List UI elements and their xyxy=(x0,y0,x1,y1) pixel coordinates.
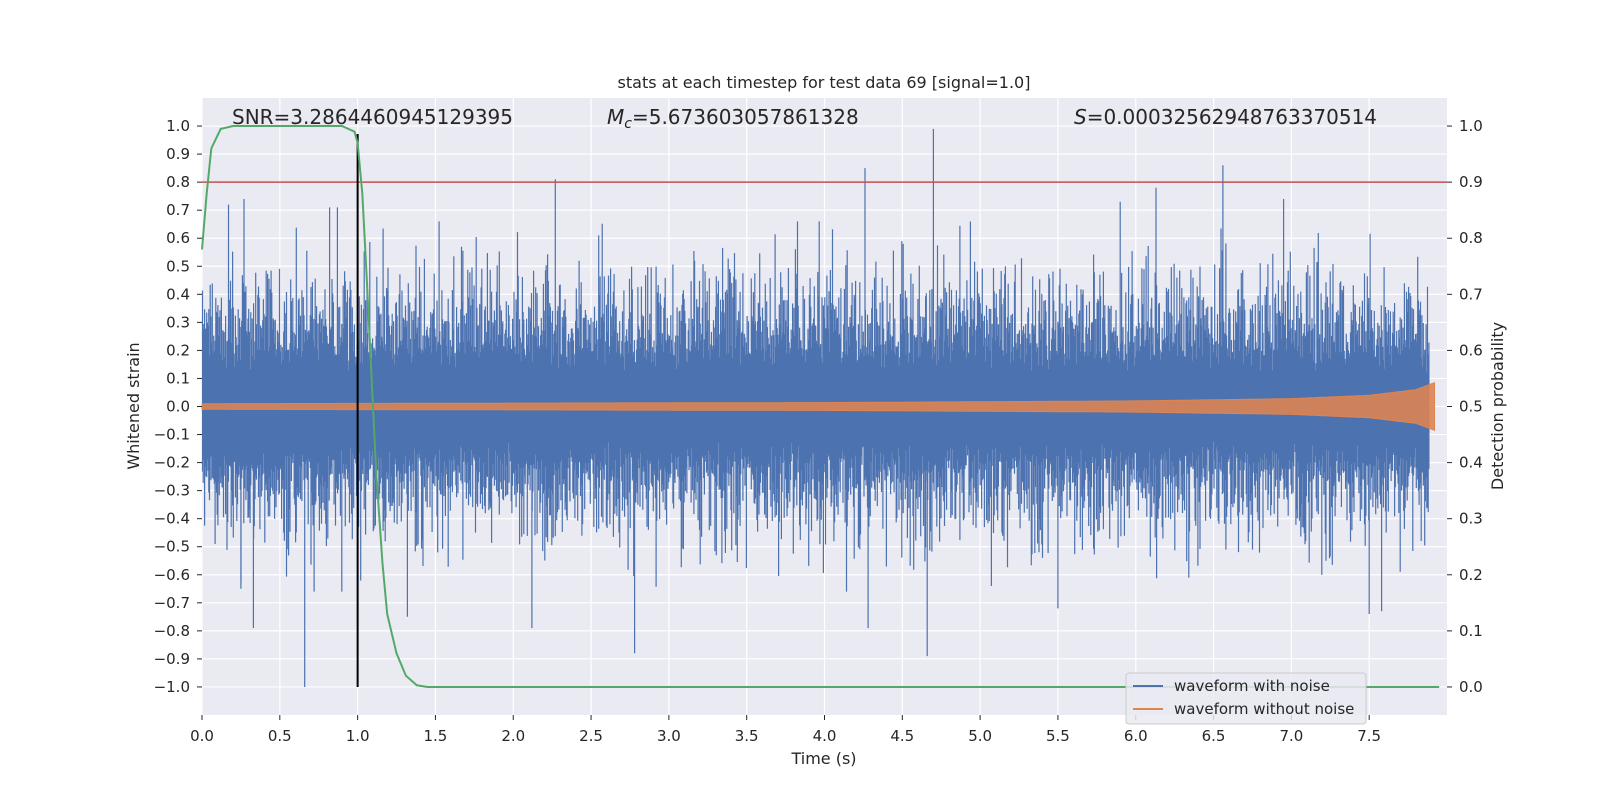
axes: 0.0 0.5 1.0 1.5 2.0 2.5 3.0 3.5 4.0 4.5 5.0 5.5 6.0 6… xyxy=(154,117,1483,745)
y-right-tick-label: 0.7 xyxy=(1459,285,1483,303)
x-tick-label: 1.5 xyxy=(424,727,448,745)
y-left-tick-label: 1.0 xyxy=(166,117,190,135)
snr-annotation: SNR=3.2864460945129395 xyxy=(232,105,513,129)
y-right-tick-label: 0.9 xyxy=(1459,173,1483,191)
s-symbol: S xyxy=(1074,105,1087,129)
s-annotation: S=0.00032562948763370514 xyxy=(1074,105,1377,129)
s-value: =0.00032562948763370514 xyxy=(1087,105,1377,129)
legend: waveform with noise waveform without noi… xyxy=(1125,672,1367,725)
y-left-tick-label: −0.3 xyxy=(154,482,190,500)
y-left-tick-label: −0.4 xyxy=(154,510,190,528)
legend-label-noise: waveform with noise xyxy=(1174,677,1330,695)
y-left-tick-label: −1.0 xyxy=(154,678,190,696)
y-right-tick-label: 0.4 xyxy=(1459,454,1483,472)
x-tick-label: 2.5 xyxy=(579,727,603,745)
y-left-tick-label: −0.6 xyxy=(154,566,190,584)
x-tick-label: 4.5 xyxy=(890,727,914,745)
data-layer xyxy=(201,125,1447,688)
y-left-tick-label: −0.2 xyxy=(154,454,190,472)
x-axis-title: Time (s) xyxy=(790,749,856,768)
mc-annotation: Mc=5.673603057861328 xyxy=(607,105,859,132)
mc-subscript: c xyxy=(624,116,632,132)
x-tick-label: 3.5 xyxy=(735,727,759,745)
y-left-tick-label: 0.8 xyxy=(166,173,190,191)
y-left-tick-label: 0.4 xyxy=(166,285,190,303)
y-left-tick-label: −0.8 xyxy=(154,622,190,640)
y-left-tick-label: 0.3 xyxy=(166,313,190,331)
x-tick-label: 7.0 xyxy=(1279,727,1303,745)
y-right-tick-label: 0.8 xyxy=(1459,229,1483,247)
legend-label-clean: waveform without noise xyxy=(1174,700,1354,718)
y-left-tick-label: 0.9 xyxy=(166,145,190,163)
y-axis-title-right: Detection probability xyxy=(1488,322,1507,490)
y-left-tick-label: 0.1 xyxy=(166,369,190,387)
detection-probability-line xyxy=(201,125,1440,688)
y-right-tick-label: 0.1 xyxy=(1459,622,1483,640)
y-left-tick-label: −0.7 xyxy=(154,594,190,612)
y-left-tick-label: 0.0 xyxy=(166,398,190,416)
y-left-tick-label: −0.9 xyxy=(154,650,190,668)
y-left-tick-label: 0.5 xyxy=(166,257,190,275)
x-tick-label: 2.0 xyxy=(501,727,525,745)
mc-symbol: M xyxy=(607,105,624,129)
x-tick-label: 7.5 xyxy=(1357,727,1381,745)
y-left-tick-label: 0.2 xyxy=(166,341,190,359)
clean-waveform-line xyxy=(201,381,1435,432)
y-left-tick-label: 0.6 xyxy=(166,229,190,247)
x-tick-label: 3.0 xyxy=(657,727,681,745)
y-right-tick-label: 0.0 xyxy=(1459,678,1483,696)
x-tick-label: 0.5 xyxy=(268,727,292,745)
y-right-tick-label: 0.5 xyxy=(1459,398,1483,416)
y-right-tick-label: 0.3 xyxy=(1459,510,1483,528)
y-left-tick-label: −0.1 xyxy=(154,426,190,444)
y-right-tick-label: 0.2 xyxy=(1459,566,1483,584)
y-right-tick-label: 0.6 xyxy=(1459,341,1483,359)
annotations: SNR=3.2864460945129395 Mc=5.673603057861… xyxy=(232,105,1377,132)
mc-value: =5.673603057861328 xyxy=(632,105,859,129)
x-tick-label: 0.0 xyxy=(190,727,214,745)
legend-box xyxy=(1125,672,1367,725)
chart-title: stats at each timestep for test data 69 … xyxy=(618,73,1031,92)
x-tick-label: 5.5 xyxy=(1046,727,1070,745)
y-left-tick-label: −0.5 xyxy=(154,538,190,556)
x-tick-label: 6.5 xyxy=(1202,727,1226,745)
y-left-tick-label: 0.7 xyxy=(166,201,190,219)
x-tick-label: 6.0 xyxy=(1124,727,1148,745)
y-right-tick-label: 1.0 xyxy=(1459,117,1483,135)
x-tick-label: 5.0 xyxy=(968,727,992,745)
x-tick-label: 4.0 xyxy=(813,727,837,745)
y-axis-title-left: Whitened strain xyxy=(124,342,143,469)
x-tick-label: 1.0 xyxy=(346,727,370,745)
